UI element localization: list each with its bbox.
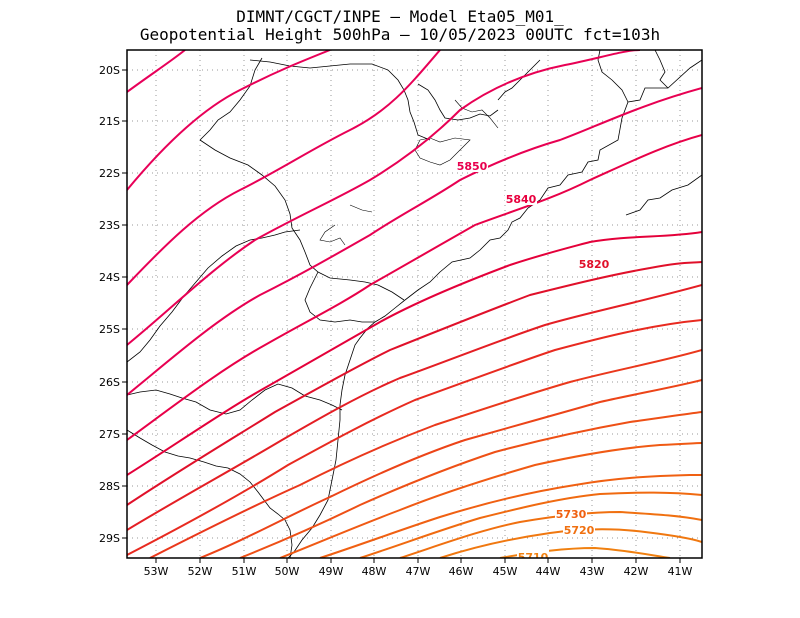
lon-label: 46W [449,565,474,578]
lon-label: 52W [188,565,213,578]
lat-label: 20S [99,64,120,77]
contour-labels: 5850 5840 5820 5730 5720 5710 [456,159,610,564]
grid [127,50,702,558]
contour-label-5850: 5850 [457,160,488,173]
lon-label: 44W [536,565,561,578]
lon-label: 49W [319,565,344,578]
lon-label: 43W [580,565,605,578]
lon-label: 50W [275,565,300,578]
lat-label: 22S [99,167,120,180]
lon-label: 48W [362,565,387,578]
lat-label: 28S [99,480,120,493]
lat-label: 23S [99,219,120,232]
lon-label: 53W [144,565,169,578]
contour-label-5840: 5840 [506,193,537,206]
coastline [127,50,702,558]
lon-label: 45W [493,565,518,578]
contour-label-5720: 5720 [564,524,595,537]
lat-label: 24S [99,271,120,284]
lat-label: 26S [99,376,120,389]
lon-label: 47W [406,565,431,578]
height-contours [127,50,702,558]
map-frame [126,49,703,559]
lon-label: 41W [668,565,693,578]
title-line-1: DIMNT/CGCT/INPE – Model Eta05_M01_ [236,7,564,26]
lat-label: 25S [99,323,120,336]
contour-label-5730: 5730 [556,508,587,521]
lat-label: 27S [99,428,120,441]
title-line-2: Geopotential Height 500hPa – 10/05/2023 … [139,25,661,44]
lon-label: 51W [232,565,257,578]
contour-label-5710: 5710 [518,551,549,564]
lat-label: 21S [99,115,120,128]
contour-label-5820: 5820 [579,258,610,271]
lon-label: 42W [624,565,649,578]
lon-labels: 53W 52W 51W 50W 49W 48W 47W 46W 45W 44W … [144,565,693,578]
lat-label: 29S [99,532,120,545]
lat-labels: 20S 21S 22S 23S 24S 25S 26S 27S 28S 29S [99,64,120,545]
axis-ticks [122,69,681,563]
